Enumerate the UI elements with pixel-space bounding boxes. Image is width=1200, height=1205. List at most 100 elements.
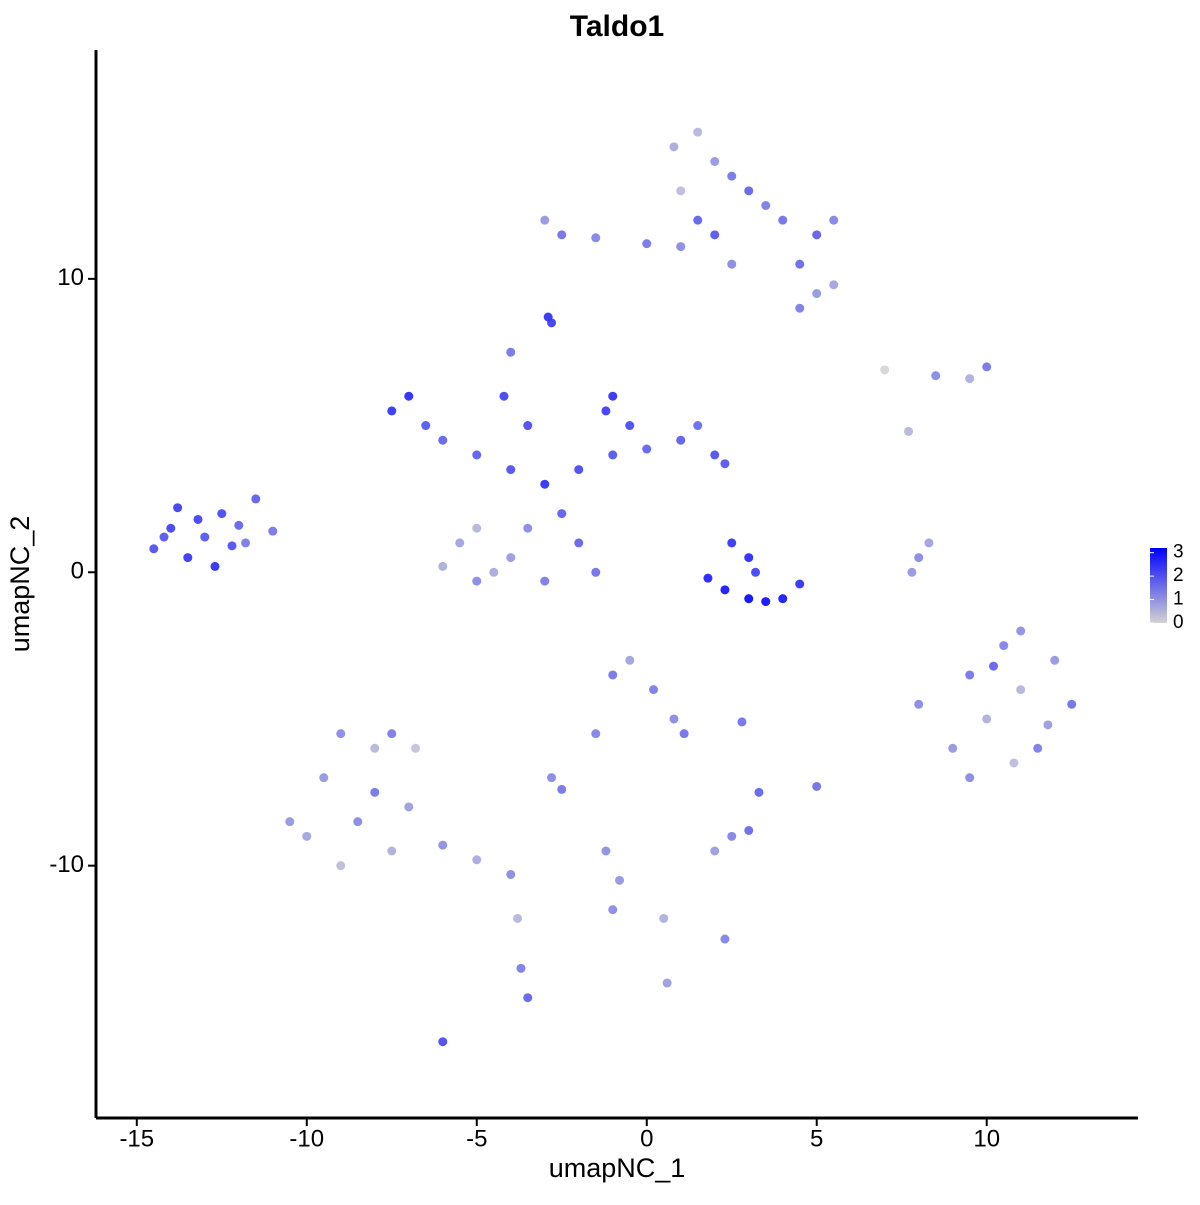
point	[812, 230, 822, 240]
point	[387, 729, 397, 739]
point	[268, 526, 278, 536]
point	[173, 503, 183, 513]
x-tick-label: -15	[119, 1125, 154, 1152]
point	[710, 230, 720, 240]
point	[387, 406, 397, 416]
point	[649, 685, 659, 695]
point	[387, 846, 397, 856]
point	[193, 514, 203, 524]
point	[489, 567, 499, 577]
point	[499, 391, 509, 401]
point	[472, 576, 482, 586]
point	[302, 831, 312, 841]
point	[754, 787, 764, 797]
point	[438, 1037, 448, 1047]
point	[472, 450, 482, 460]
point	[761, 201, 771, 211]
point	[540, 479, 550, 489]
point	[523, 523, 533, 533]
point	[557, 784, 567, 794]
point	[710, 450, 720, 460]
point	[234, 520, 244, 530]
point	[720, 934, 730, 944]
x-tick-label: -5	[466, 1125, 487, 1152]
x-axis-label: umapNC_1	[549, 1153, 686, 1183]
point	[669, 714, 679, 724]
point	[227, 541, 237, 551]
point	[904, 426, 914, 436]
point	[506, 465, 516, 475]
point	[1043, 720, 1053, 730]
point	[523, 421, 533, 431]
point	[159, 532, 169, 542]
point	[982, 362, 992, 372]
point	[547, 318, 557, 328]
point	[615, 875, 625, 885]
chart-title: Taldo1	[570, 10, 664, 43]
point	[744, 825, 754, 835]
point	[965, 773, 975, 783]
colorbar-label: 1	[1173, 589, 1184, 610]
point	[914, 553, 924, 563]
point	[1050, 655, 1060, 665]
point	[744, 186, 754, 196]
point	[353, 817, 363, 827]
point	[914, 699, 924, 709]
x-tick-label: 5	[810, 1125, 823, 1152]
point	[472, 523, 482, 533]
y-axis-label: umapNC_2	[5, 516, 35, 653]
point	[608, 391, 618, 401]
point	[1009, 758, 1019, 768]
point	[217, 509, 227, 519]
point	[679, 729, 689, 739]
point	[608, 670, 618, 680]
point	[795, 579, 805, 589]
point	[506, 869, 516, 879]
point	[557, 230, 567, 240]
point	[676, 242, 686, 252]
point	[608, 450, 618, 460]
point	[404, 391, 414, 401]
colorbar-label: 0	[1173, 612, 1184, 633]
point	[1033, 743, 1043, 753]
point	[795, 259, 805, 269]
point	[989, 661, 999, 671]
point	[812, 781, 822, 791]
point	[591, 567, 601, 577]
point	[965, 670, 975, 680]
point	[540, 576, 550, 586]
point	[547, 773, 557, 783]
point	[948, 743, 958, 753]
point	[438, 435, 448, 445]
point	[601, 406, 611, 416]
point	[370, 743, 380, 753]
point	[601, 846, 611, 856]
point	[693, 421, 703, 431]
point	[727, 831, 737, 841]
point	[659, 913, 669, 923]
point	[557, 509, 567, 519]
point	[720, 585, 730, 595]
point	[370, 787, 380, 797]
point	[924, 538, 934, 548]
point	[965, 374, 975, 384]
point	[591, 729, 601, 739]
y-tick-label: 10	[57, 264, 84, 291]
point	[574, 538, 584, 548]
point	[540, 215, 550, 225]
point	[737, 717, 747, 727]
point	[523, 993, 533, 1003]
colorbar	[1150, 548, 1167, 623]
point	[183, 553, 193, 563]
point	[669, 142, 679, 152]
point	[625, 655, 635, 665]
point	[411, 743, 421, 753]
colorbar-label: 3	[1173, 542, 1184, 563]
point	[720, 459, 730, 469]
point	[829, 280, 839, 290]
point	[608, 905, 618, 915]
point	[710, 846, 720, 856]
x-tick-label: 0	[640, 1125, 653, 1152]
point	[662, 978, 672, 988]
